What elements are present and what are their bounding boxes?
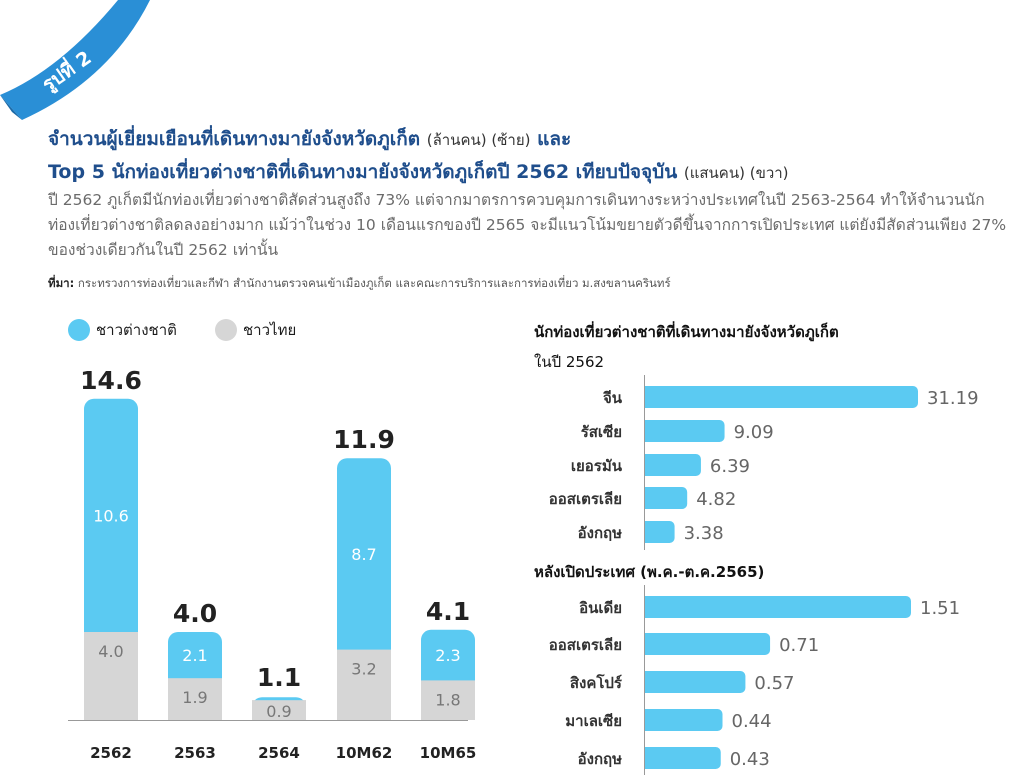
pre-bar-4 — [645, 521, 675, 543]
post-bar-0 — [645, 596, 911, 618]
pre-bar-0 — [645, 386, 918, 408]
pre-value-4: 3.38 — [684, 523, 724, 544]
x-tick-2564: 2564 — [258, 744, 300, 762]
source-note: ที่มา: กระทรวงการท่องเที่ยวและกีฬา สำนัก… — [48, 275, 671, 293]
post-category-0: อินเดีย — [579, 599, 622, 617]
title-text-1: จำนวนผู้เยี่ยมเยือนที่เดินทางมายังจังหวั… — [48, 128, 421, 150]
title-line-2: Top 5 นักท่องเที่ยวต่างชาติที่เดินทางมาย… — [48, 157, 789, 187]
figure-tag-ribbon: รูปที่ 2 — [0, 0, 150, 120]
post-bar-base-4 — [645, 747, 651, 769]
post-category-4: อังกฤษ — [578, 750, 622, 768]
right-chart-1-title: นักท่องเที่ยวต่างชาติที่เดินทางมายังจังห… — [534, 323, 839, 341]
total-label-10M62: 11.9 — [333, 425, 395, 454]
bar-foreign-2562 — [84, 398, 138, 642]
right-chart-2-title: หลังเปิดประเทศ (พ.ค.-ต.ค.2565) — [534, 563, 765, 581]
total-label-2562: 14.6 — [80, 366, 142, 395]
pre-category-0: จีน — [603, 389, 623, 407]
legend-label-foreign: ชาวต่างชาติ — [96, 321, 177, 339]
title-unit-2: (แสนคน) (ขวา) — [683, 164, 789, 182]
post-bar-base-1 — [645, 633, 651, 655]
pre-bar-base-4 — [645, 521, 651, 543]
bar-foreign-10M65 — [421, 629, 475, 691]
pre-category-2: เยอรมัน — [571, 457, 623, 475]
label-foreign-2562: 10.6 — [93, 506, 129, 525]
pre-category-3: ออสเตรเลีย — [549, 490, 622, 508]
pre-bar-base-1 — [645, 420, 651, 442]
total-label-2563: 4.0 — [173, 599, 217, 628]
legend-thai: ชาวไทย — [215, 318, 296, 342]
title-unit-1: (ล้านคน) (ซ้าย) — [426, 131, 531, 149]
pre-bar-base-3 — [645, 487, 651, 509]
pre-bar-base-2 — [645, 454, 651, 476]
post-bar-2 — [645, 671, 746, 693]
x-tick-10M62: 10M62 — [336, 744, 393, 762]
pre-bar-base-0 — [645, 386, 651, 408]
post-bar-base-0 — [645, 596, 651, 618]
pre-bar-3 — [645, 487, 688, 509]
post-value-0: 1.51 — [920, 598, 960, 619]
label-thai-2564: 0.9 — [266, 702, 291, 721]
description: ปี 2562 ภูเก็ตมีนักท่องเที่ยวต่างชาติสัด… — [48, 191, 1007, 259]
pre-category-4: อังกฤษ — [578, 524, 622, 542]
source-label: ที่มา: — [48, 276, 75, 290]
label-foreign-10M62: 8.7 — [351, 545, 376, 564]
title-and: และ — [537, 128, 572, 150]
bar-thai-cover-10M65 — [421, 680, 475, 720]
pre-value-3: 4.82 — [696, 489, 736, 510]
total-label-10M65: 4.1 — [426, 597, 470, 626]
post-value-3: 0.44 — [732, 711, 772, 732]
bar-foreign-10M62 — [337, 458, 391, 660]
right-chart-2-axis — [644, 585, 645, 775]
pre-bar-2 — [645, 454, 701, 476]
label-thai-2563: 1.9 — [182, 688, 207, 707]
post-category-2: สิงคโปร์ — [570, 673, 623, 692]
bar-thai-cover-2563 — [168, 678, 222, 720]
legend-swatch-thai — [215, 319, 237, 341]
label-thai-2562: 4.0 — [98, 642, 123, 661]
pre-bar-1 — [645, 420, 725, 442]
post-value-4: 0.43 — [730, 749, 770, 770]
bar-thai-cover-10M62 — [337, 649, 391, 720]
post-value-2: 0.57 — [754, 673, 794, 694]
right-chart-1-axis — [644, 375, 645, 550]
x-tick-2562: 2562 — [90, 744, 132, 762]
label-foreign-2563: 2.1 — [182, 646, 207, 665]
legend-label-thai: ชาวไทย — [243, 321, 297, 339]
label-thai-10M62: 3.2 — [351, 660, 376, 679]
bar-foreign-2563 — [168, 632, 222, 689]
pre-value-1: 9.09 — [734, 422, 774, 443]
right-chart-1-subtitle: ในปี 2562 — [534, 353, 605, 371]
pre-value-0: 31.19 — [927, 388, 979, 409]
bar-thai-cover-2562 — [84, 632, 138, 720]
source-text: กระทรวงการท่องเที่ยวและกีฬา สำนักงานตรวจ… — [77, 276, 671, 290]
legend-foreign: ชาวต่างชาติ — [68, 318, 177, 342]
post-bar-4 — [645, 747, 721, 769]
x-tick-10M65: 10M65 — [420, 744, 477, 762]
pre-category-1: รัสเซีย — [581, 423, 622, 441]
x-tick-2563: 2563 — [174, 744, 216, 762]
label-foreign-10M65: 2.3 — [435, 646, 460, 665]
label-thai-10M65: 1.8 — [435, 690, 460, 709]
post-value-1: 0.71 — [779, 635, 819, 656]
post-bar-3 — [645, 709, 723, 731]
post-category-3: มาเลเซีย — [565, 712, 622, 730]
legend-swatch-foreign — [68, 319, 90, 341]
title-line-1: จำนวนผู้เยี่ยมเยือนที่เดินทางมายังจังหวั… — [48, 124, 571, 154]
post-bar-1 — [645, 633, 771, 655]
post-bar-base-2 — [645, 671, 651, 693]
pre-value-2: 6.39 — [710, 456, 750, 477]
post-category-1: ออสเตรเลีย — [549, 636, 622, 654]
bar-thai-cover-2564 — [252, 700, 306, 720]
post-bar-base-3 — [645, 709, 651, 731]
title-text-2: Top 5 นักท่องเที่ยวต่างชาติที่เดินทางมาย… — [48, 161, 678, 183]
total-label-2564: 1.1 — [257, 663, 301, 692]
x-axis-line — [68, 720, 468, 721]
